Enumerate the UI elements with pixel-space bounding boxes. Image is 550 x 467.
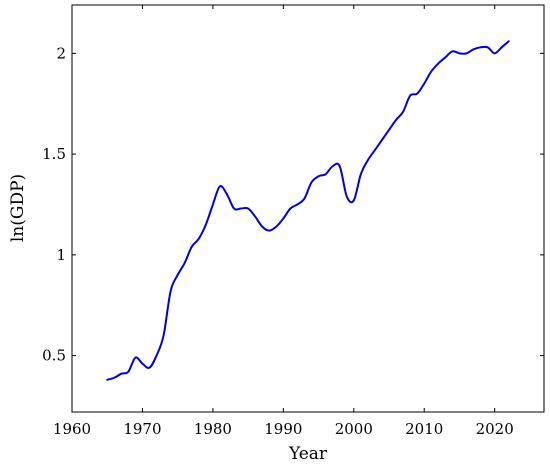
x-axis-ticks: 1960 1970 1980 1990 2000 2010 2020	[53, 5, 514, 438]
x-tick-label: 1970	[123, 420, 161, 438]
x-tick-label: 2000	[335, 420, 373, 438]
y-tick-label: 0.5	[42, 347, 66, 365]
x-tick-label: 1990	[264, 420, 302, 438]
plot-frame	[71, 4, 545, 413]
x-tick-label: 2020	[476, 420, 514, 438]
y-axis-ticks: 0.5 1 1.5 2	[42, 44, 544, 365]
x-tick-label: 1980	[194, 420, 232, 438]
y-tick-label: 1.5	[42, 145, 66, 163]
x-axis-label: Year	[288, 444, 328, 464]
y-axis-label: ln(GDP)	[8, 174, 28, 242]
y-tick-label: 2	[56, 44, 66, 62]
x-tick-label: 2010	[405, 420, 443, 438]
x-tick-label: 1960	[53, 420, 91, 438]
y-tick-label: 1	[56, 246, 66, 264]
gdp-series-line	[106, 40, 510, 381]
